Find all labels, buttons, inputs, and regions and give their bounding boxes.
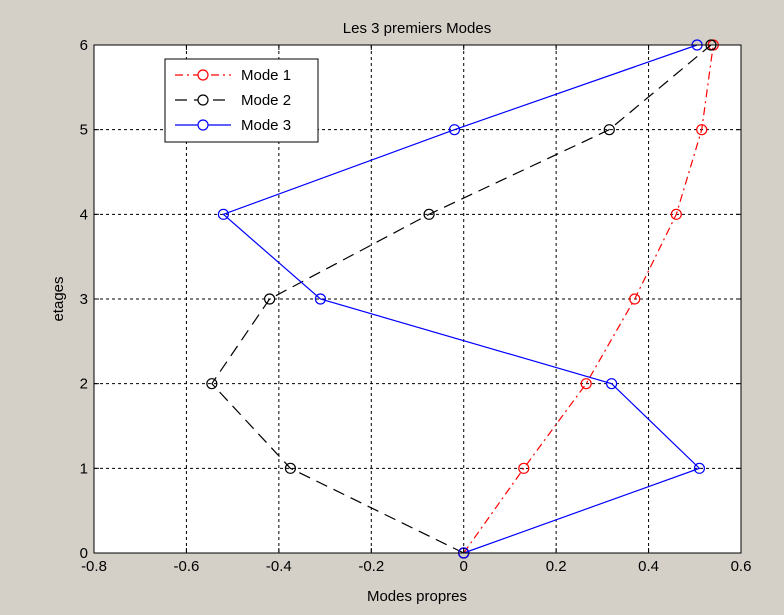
legend-label: Mode 1 xyxy=(241,67,291,84)
y-tick-label: 5 xyxy=(80,122,88,139)
y-axis-label: etages xyxy=(50,276,67,321)
y-tick-label: 2 xyxy=(80,376,88,393)
y-tick-label: 0 xyxy=(80,545,88,562)
legend-marker xyxy=(198,70,208,80)
x-tick-label: -0.6 xyxy=(173,558,199,575)
x-tick-label: 0 xyxy=(460,558,468,575)
legend: Mode 1 Mode 2 Mode 3 xyxy=(165,59,318,142)
x-tick-label: 0.2 xyxy=(546,558,567,575)
x-tick-label: -0.4 xyxy=(266,558,292,575)
legend-marker xyxy=(198,120,208,130)
x-tick-label: 0.6 xyxy=(731,558,752,575)
legend-label: Mode 3 xyxy=(241,117,291,134)
chart-title: Les 3 premiers Modes xyxy=(343,20,491,37)
x-tick-label: -0.2 xyxy=(358,558,384,575)
x-tick-label: 0.4 xyxy=(638,558,659,575)
y-tick-label: 3 xyxy=(80,291,88,308)
legend-label: Mode 2 xyxy=(241,92,291,109)
y-tick-label: 1 xyxy=(80,460,88,477)
x-axis-label: Modes propres xyxy=(367,588,467,605)
y-tick-label: 4 xyxy=(80,206,88,223)
y-tick-label: 6 xyxy=(80,37,88,54)
legend-marker xyxy=(198,95,208,105)
